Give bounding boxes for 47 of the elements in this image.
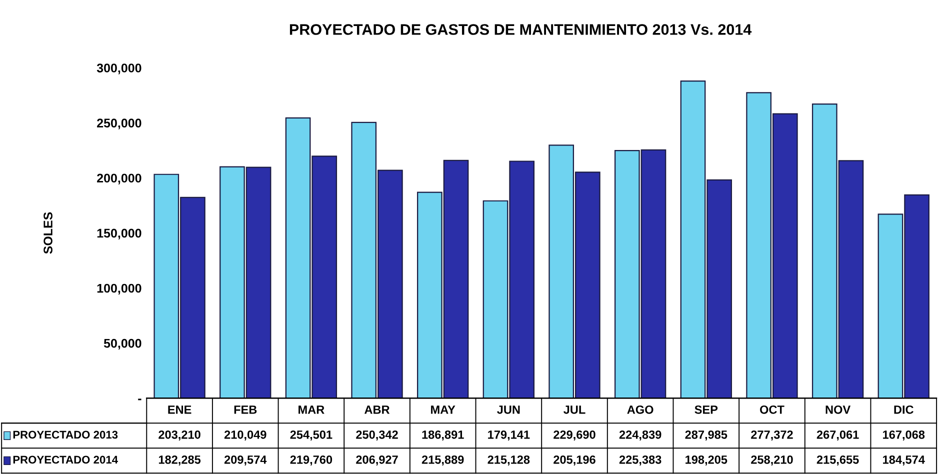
data-label: 267,061 <box>816 430 859 441</box>
data-label: 205,196 <box>554 455 596 466</box>
x-tick-label: FEB <box>234 406 257 414</box>
y-tick-label: 250,000 <box>97 118 142 130</box>
x-tick-label: NOV <box>826 405 851 414</box>
y-tick-label: 150,000 <box>97 228 142 240</box>
y-tick-label: 50,000 <box>104 338 142 350</box>
y-tick-label: 100,000 <box>97 284 142 294</box>
data-label: 209,574 <box>224 455 267 466</box>
y-tick-label: 200,000 <box>97 174 142 184</box>
data-label: 219,760 <box>290 455 332 466</box>
data-label: 215,889 <box>422 455 464 466</box>
x-tick-label: DIC <box>894 405 914 414</box>
data-label: 182,285 <box>158 455 201 466</box>
data-label: 277,372 <box>751 430 793 441</box>
data-label: 184,574 <box>883 455 925 466</box>
x-tick-label: AGO <box>627 405 654 414</box>
x-tick-label: MAY <box>431 406 456 414</box>
data-label: 258,210 <box>751 455 793 466</box>
legend-label: PROYECTADO 2013 <box>13 430 118 439</box>
data-label: 224,839 <box>619 430 662 441</box>
data-label: 215,655 <box>816 455 859 466</box>
data-label: 203,210 <box>158 430 200 441</box>
data-label: 250,342 <box>356 430 398 441</box>
x-tick-label: MAR <box>298 406 324 414</box>
x-tick-label: SEP <box>694 405 718 414</box>
data-label: 198,205 <box>686 455 728 466</box>
data-label: 179,141 <box>488 430 530 441</box>
data-label: 225,383 <box>619 455 662 466</box>
chart-title: PROYECTADO DE GASTOS DE MANTENIMIENTO 2013 Vs. 2014 <box>290 24 752 35</box>
data-label: 229,690 <box>554 430 596 441</box>
data-label: 254,501 <box>290 430 332 441</box>
y-tick-label: - <box>138 398 142 400</box>
x-tick-label: ABR <box>364 406 390 414</box>
data-label: 206,927 <box>356 455 398 466</box>
y-tick-label: 300,000 <box>96 64 142 74</box>
data-label: 210,049 <box>224 430 266 441</box>
data-label: 215,128 <box>488 455 530 466</box>
y-axis-title: SOLES <box>44 212 52 254</box>
legend-label: PROYECTADO 2014 <box>13 456 118 464</box>
data-label: 167,068 <box>883 430 925 441</box>
x-tick-label: ENE <box>168 406 192 414</box>
x-tick-label: OCT <box>760 405 784 414</box>
data-label: 287,985 <box>685 430 728 441</box>
x-tick-label: JUL <box>564 406 586 414</box>
data-label: 186,891 <box>422 430 464 441</box>
x-tick-label: JUN <box>497 406 520 414</box>
